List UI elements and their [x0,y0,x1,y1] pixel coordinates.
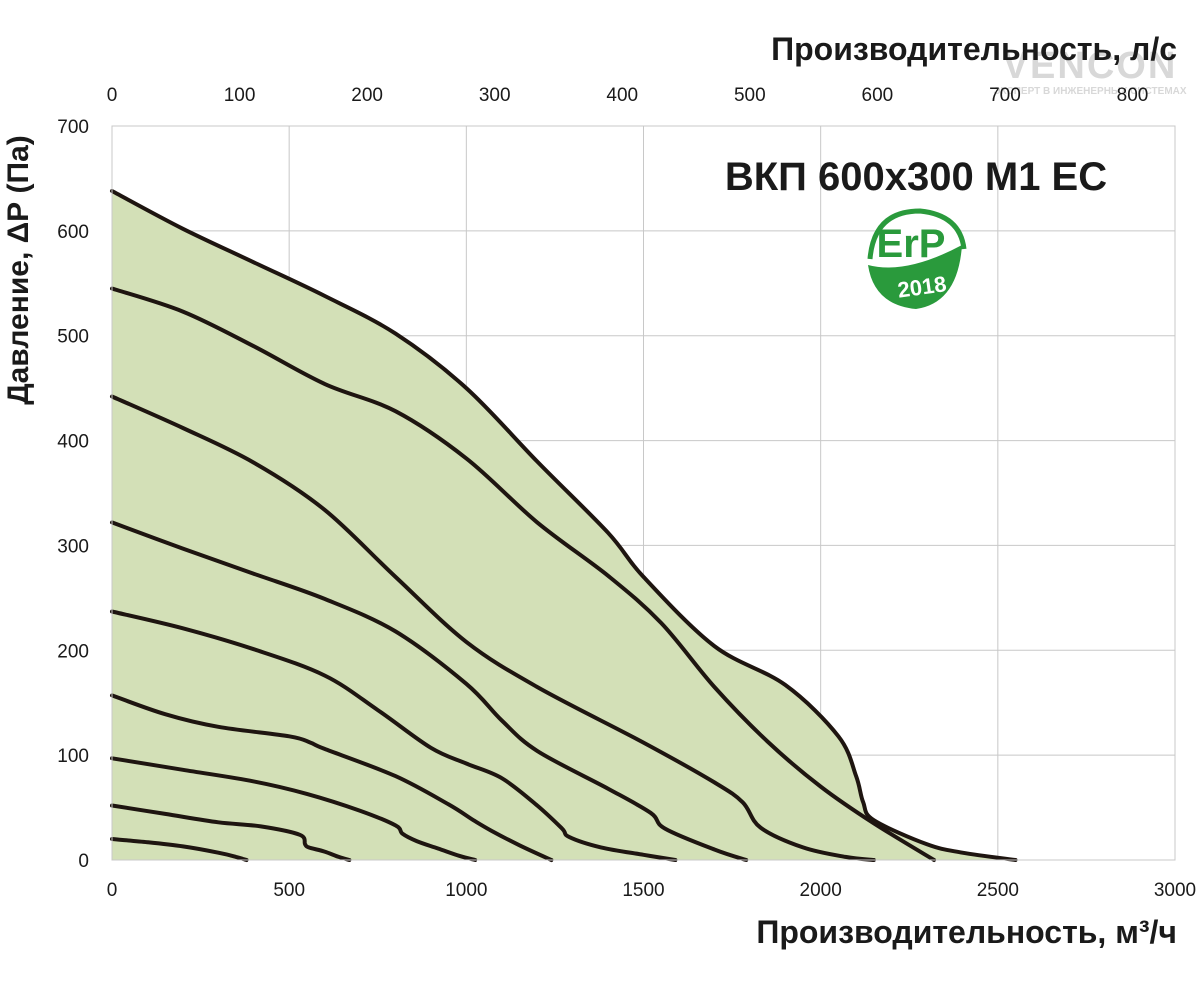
badge-lower-swoosh [868,245,962,309]
curves [110,189,1018,862]
y-tick-label: 200 [57,641,89,662]
performance-curve-2 [110,803,352,862]
x2-tick-label: 600 [862,85,894,106]
y-tick-labels: 0 100 200 300 400 500 600 700 [57,117,89,872]
badge-upper-arc [867,208,967,260]
y-tick-label: 500 [57,327,89,348]
x-axis-title: Производительность, м³/ч [756,914,1177,950]
badge-label: ErP [877,222,946,266]
vencon-watermark: VENCON ЭКСПЕРТ В ИНЖЕНЕРНЫХ СИСТЕМАХ [993,45,1186,97]
x2-tick-label: 500 [734,85,766,106]
x2-tick-labels: 0 100 200 300 400 500 600 700 800 [107,85,1149,106]
x-tick-label: 3000 [1154,880,1196,901]
performance-curve-8 [110,286,937,862]
x2-tick-label: 200 [351,85,383,106]
performance-curve-1 [110,837,249,862]
x-tick-label: 2500 [977,880,1019,901]
x2-axis-title: Производительность, л/с [771,31,1177,67]
performance-curve-5 [110,609,678,862]
x2-tick-label: 400 [606,85,638,106]
plot-frame [111,125,1176,861]
watermark-brand: VENCON [1003,45,1178,87]
x-tick-label: 500 [273,880,305,901]
y-tick-label: 100 [57,746,89,767]
x-tick-label: 2000 [800,880,842,901]
performance-curve-6 [110,520,749,862]
x2-tick-label: 800 [1117,85,1149,106]
y-tick-label: 300 [57,536,89,557]
operating-area [112,191,1016,860]
x-tick-label: 1000 [445,880,487,901]
performance-curve-7 [110,394,876,862]
y-tick-label: 0 [78,851,89,872]
performance-curve-4 [110,693,554,862]
x2-tick-label: 300 [479,85,511,106]
x2-tick-label: 700 [989,85,1021,106]
x2-tick-label: 100 [224,85,256,106]
y-tick-label: 400 [57,432,89,453]
x-tick-label: 1500 [622,880,664,901]
chart-title: ВКП 600x300 М1 ЕС [725,155,1107,199]
y-axis-title: Давление, ΔР (Па) [2,135,35,405]
watermark-tagline: ЭКСПЕРТ В ИНЖЕНЕРНЫХ СИСТЕМАХ [993,86,1186,97]
y-tick-label: 700 [57,117,89,138]
x-tick-labels: 0 500 1000 1500 2000 2500 3000 [107,880,1196,901]
y-tick-label: 600 [57,222,89,243]
x2-tick-label: 0 [107,85,118,106]
x-tick-label: 0 [107,880,118,901]
performance-curve-3 [110,756,478,862]
performance-curve-9 [110,189,1018,862]
erp-2018-badge: ErP 2018 [866,208,967,309]
